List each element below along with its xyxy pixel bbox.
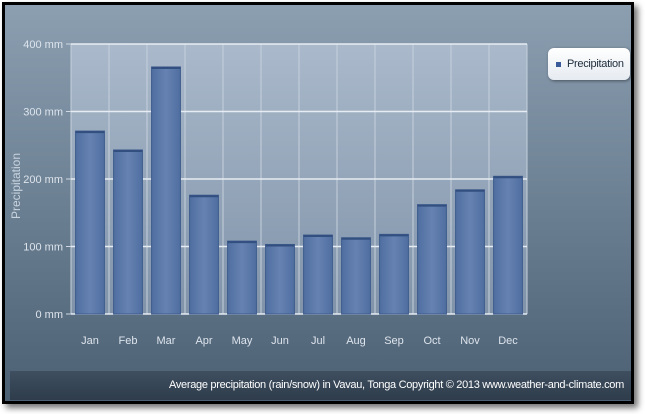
x-tick-label: Nov	[460, 335, 480, 347]
bar-series	[75, 66, 523, 315]
bar-jul	[303, 234, 333, 315]
bar-feb	[113, 149, 143, 315]
y-tick-label: 400 mm	[23, 39, 63, 51]
bar-jun	[265, 243, 295, 315]
precipitation-chart: 0 mm 100 mm 200 mm 300 mm 400 mm Jan Feb Mar Ap…	[9, 39, 528, 347]
y-tick-label: 200 mm	[23, 174, 63, 186]
x-tick-label: Dec	[498, 335, 518, 347]
chart-frame: 0 mm 100 mm 200 mm 300 mm 400 mm Jan Feb Mar Ap…	[2, 2, 634, 404]
x-tick-label: Jul	[311, 335, 325, 347]
bar-mar	[151, 66, 181, 315]
legend-label: Precipitation	[567, 58, 624, 70]
x-tick-label: Aug	[346, 335, 366, 347]
x-tick-label: Jun	[271, 335, 289, 347]
legend: Precipitation	[548, 48, 630, 80]
x-tick-label: Sep	[384, 335, 404, 347]
bar-may	[227, 240, 257, 315]
bar-nov	[455, 189, 485, 315]
y-tick-label: 300 mm	[23, 107, 63, 119]
x-tick-label: Jan	[81, 335, 99, 347]
y-tick-label: 100 mm	[23, 242, 63, 254]
x-tick-label: Oct	[423, 335, 440, 347]
footer-bar: Average precipitation (rain/snow) in Vav…	[10, 371, 631, 400]
bar-dec	[493, 175, 523, 315]
x-tick-label: Mar	[157, 335, 176, 347]
x-tick-labels: Jan Feb Mar Apr May Jun Jul Aug Sep Oct Nov Dec	[81, 335, 518, 347]
legend-swatch	[556, 61, 561, 67]
y-tick-labels: 0 mm 100 mm 200 mm 300 mm 400 mm	[23, 39, 63, 321]
y-axis-label: Precipitation	[9, 153, 23, 219]
footer-caption: Average precipitation (rain/snow) in Vav…	[169, 379, 624, 391]
x-tick-label: Feb	[119, 335, 138, 347]
bar-aug	[341, 237, 371, 315]
bar-apr	[189, 194, 219, 315]
y-tick-label: 0 mm	[36, 309, 64, 321]
bar-sep	[379, 233, 409, 315]
bar-jan	[75, 130, 105, 315]
x-tick-label: Apr	[195, 335, 212, 347]
x-tick-label: May	[232, 335, 253, 347]
bar-oct	[417, 204, 447, 315]
horizontal-gridlines	[66, 43, 527, 315]
